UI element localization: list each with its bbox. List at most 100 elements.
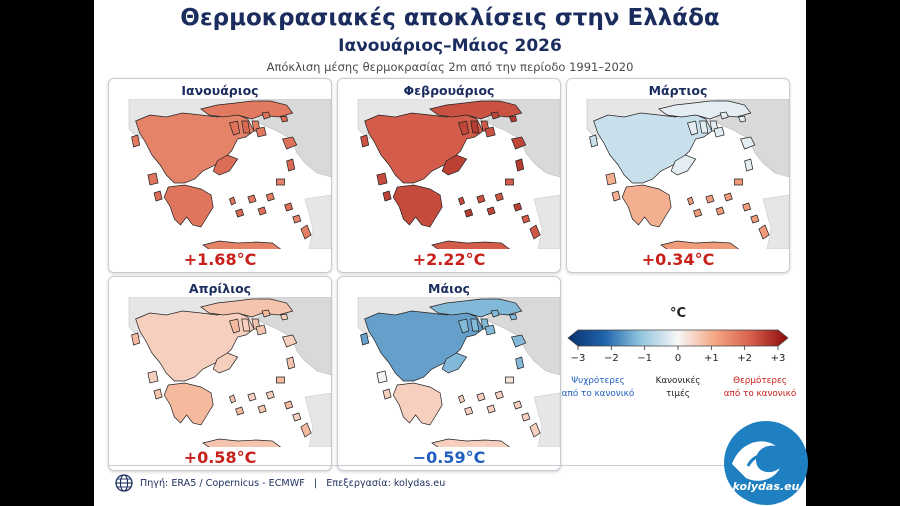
greece-anomaly-map bbox=[128, 99, 331, 249]
greece-region bbox=[257, 206, 267, 216]
greece-region bbox=[441, 154, 468, 176]
greece-region bbox=[486, 404, 496, 414]
greece-region bbox=[505, 376, 514, 384]
greece-region bbox=[464, 208, 474, 218]
greece-region bbox=[300, 224, 312, 240]
panel-month-name: Μάρτιος bbox=[648, 83, 708, 98]
legend-cold-label: Ψυχρότερες από το κανονικό bbox=[561, 376, 635, 399]
greece-region bbox=[282, 334, 298, 348]
legend-unit: °C bbox=[669, 306, 687, 321]
page-subtitle: Ιανουάριος–Μάιος 2026 bbox=[338, 36, 562, 56]
neighbor-land bbox=[762, 194, 789, 249]
infographic-card: Θερμοκρασιακές αποκλίσεις στην Ελλάδα Ια… bbox=[94, 0, 806, 506]
map-panel-february: Φεβρουάριος +2.22°C bbox=[337, 78, 561, 273]
greece-region bbox=[147, 370, 159, 384]
greece-region bbox=[513, 400, 523, 410]
greece-region bbox=[758, 224, 770, 240]
footer-divider bbox=[108, 465, 792, 466]
neighbor-land bbox=[304, 194, 331, 249]
greece-region bbox=[431, 240, 511, 249]
greece-region bbox=[202, 438, 282, 447]
panel-anomaly-value: +0.58°C bbox=[183, 448, 257, 467]
legend-tick-label: −1 bbox=[637, 353, 652, 364]
greece-region bbox=[429, 298, 523, 318]
greece-region bbox=[484, 126, 496, 138]
greece-region bbox=[376, 370, 388, 384]
color-legend: °C −3 −2 −1 0 +1 +2 +3 Ψυχρότερες από το κανονι… bbox=[562, 304, 796, 414]
neighbor-land bbox=[487, 99, 560, 178]
greece-region bbox=[589, 134, 599, 148]
greece-region bbox=[458, 120, 470, 136]
greece-region bbox=[521, 214, 531, 224]
panel-month-name: Φεβρουάριος bbox=[403, 83, 495, 98]
greece-region bbox=[529, 422, 541, 438]
greece-region bbox=[515, 356, 525, 370]
greece-region bbox=[723, 192, 733, 202]
greece-region bbox=[441, 352, 468, 374]
greece-region bbox=[360, 332, 370, 346]
greece-region bbox=[212, 352, 239, 374]
panel-month-name: Μάιος bbox=[428, 281, 470, 296]
page-description: Απόκλιση μέσης θερμοκρασίας 2m από την π… bbox=[266, 60, 634, 74]
greece-region bbox=[382, 190, 392, 202]
greece-anomaly-map bbox=[357, 297, 560, 447]
greece-region bbox=[200, 298, 294, 318]
greece-anomaly-map bbox=[128, 297, 331, 447]
greece-region bbox=[464, 406, 474, 416]
greece-region bbox=[621, 184, 672, 228]
neighbor-land bbox=[258, 99, 331, 178]
greece-region bbox=[750, 214, 760, 224]
greece-region bbox=[513, 202, 523, 212]
neighbor-land bbox=[487, 297, 560, 376]
greece-region bbox=[382, 388, 392, 400]
panel-month-name: Ιανουάριος bbox=[181, 83, 259, 98]
greece-region bbox=[494, 192, 504, 202]
greece-region bbox=[740, 136, 756, 150]
greece-region bbox=[286, 356, 296, 370]
greece-region bbox=[265, 390, 275, 400]
greece-region bbox=[494, 390, 504, 400]
greece-region bbox=[742, 202, 752, 212]
greece-anomaly-map bbox=[357, 99, 560, 249]
greece-region bbox=[292, 214, 302, 224]
greece-region bbox=[131, 134, 141, 148]
greece-region bbox=[247, 194, 257, 204]
greece-region bbox=[392, 184, 443, 228]
greece-region bbox=[282, 136, 298, 150]
greece-region bbox=[276, 376, 285, 384]
greece-region bbox=[200, 100, 294, 120]
greece-region bbox=[511, 136, 527, 150]
greece-region bbox=[163, 382, 214, 426]
globe-icon bbox=[115, 474, 133, 492]
greece-region bbox=[484, 324, 496, 336]
panel-month-name: Απρίλιος bbox=[188, 281, 252, 296]
greece-region bbox=[515, 158, 525, 172]
greece-region bbox=[235, 406, 245, 416]
legend-normal-label: Κανονικές τιμές bbox=[655, 376, 701, 399]
greece-anomaly-map bbox=[586, 99, 789, 249]
greece-region bbox=[261, 111, 271, 120]
greece-region bbox=[392, 382, 443, 426]
greece-region bbox=[687, 196, 695, 206]
neighbor-land bbox=[258, 297, 331, 376]
legend-tick-label: 0 bbox=[675, 353, 681, 364]
greece-region bbox=[376, 172, 388, 186]
greece-region bbox=[147, 172, 159, 186]
neighbor-land bbox=[716, 99, 789, 178]
legend-tick-label: −2 bbox=[604, 353, 619, 364]
greece-region bbox=[521, 412, 531, 422]
neighbor-land bbox=[533, 392, 560, 447]
legend-tick-label: +1 bbox=[704, 353, 719, 364]
greece-region bbox=[279, 313, 289, 321]
map-panel-march: Μάρτιος +0.34°C bbox=[566, 78, 790, 273]
greece-region bbox=[693, 208, 703, 218]
wave-logo-icon bbox=[732, 441, 780, 481]
legend-tick-label: +2 bbox=[737, 353, 752, 364]
greece-region bbox=[699, 120, 709, 134]
greece-region bbox=[458, 318, 470, 334]
greece-region bbox=[153, 190, 163, 202]
greece-region bbox=[476, 392, 486, 402]
neighbor-land bbox=[304, 392, 331, 447]
greece-region bbox=[229, 318, 241, 334]
panel-anomaly-value: +0.34°C bbox=[641, 250, 715, 269]
